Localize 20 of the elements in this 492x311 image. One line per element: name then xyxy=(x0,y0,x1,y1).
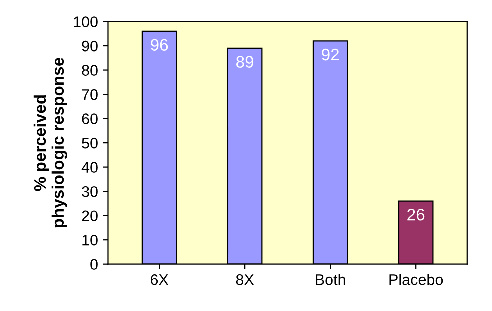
y-tick-label: 30 xyxy=(82,186,98,198)
y-tick-label: 0 xyxy=(90,259,98,270)
x-tick-label: Both xyxy=(316,274,346,286)
y-axis-title: % perceived physiologic response xyxy=(34,58,68,228)
data-label: 92 xyxy=(322,48,340,61)
x-tick-label: 8X xyxy=(236,274,254,286)
data-label: 26 xyxy=(408,208,425,221)
y-tick-label: 80 xyxy=(82,65,98,76)
y-tick-label: 40 xyxy=(82,162,98,174)
y-tick-label: 100 xyxy=(74,16,98,28)
y-tick-label: 90 xyxy=(82,40,98,52)
y-tick-label: 60 xyxy=(82,114,98,124)
x-tick-label: Placebo xyxy=(390,274,444,286)
data-label: 89 xyxy=(236,56,254,68)
y-tick-label: 70 xyxy=(82,89,98,100)
y-tick-label: 10 xyxy=(82,234,98,246)
data-label: 96 xyxy=(151,39,168,51)
y-tick-label: 50 xyxy=(82,138,98,149)
y-tick-label: 20 xyxy=(82,210,98,222)
x-tick-label: 6X xyxy=(150,274,169,286)
